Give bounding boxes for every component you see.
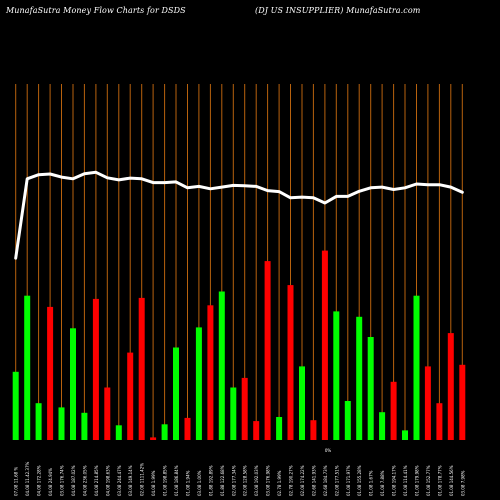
x-tick-label: 02.08 1111.42% xyxy=(140,463,145,496)
buy-bar xyxy=(230,387,237,440)
x-axis-unit-label: 0% xyxy=(325,448,332,453)
buy-bar xyxy=(161,424,168,440)
sell-bar xyxy=(424,366,431,440)
buy-bar xyxy=(218,291,225,440)
x-tick-label: 04.08 172.28% xyxy=(37,465,42,496)
money-flow-line xyxy=(14,170,464,260)
buy-bar xyxy=(173,347,179,440)
buy-bar xyxy=(413,295,420,440)
x-tick-label: 02.68 184.73% xyxy=(323,465,328,496)
x-tick-label: 03.08 1.00% xyxy=(197,470,202,496)
x-tick-label: 01.08 114.41% xyxy=(403,465,408,496)
x-tick-label: 01.08 186.84% xyxy=(174,465,179,496)
buy-bar xyxy=(367,337,374,440)
sell-bar xyxy=(184,417,191,440)
x-tick-label: 01.08 171.97% xyxy=(346,465,351,496)
x-tick-label: 04.08 214.85% xyxy=(94,465,99,496)
buy-bar xyxy=(24,295,31,440)
buy-bar xyxy=(58,407,65,440)
x-tick-label: 01.08 1.67% xyxy=(369,470,374,496)
buy-bar xyxy=(276,417,283,440)
x-tick-label: 02.08 177.51% xyxy=(334,465,339,496)
x-tick-label: 01.08 1.94% xyxy=(186,470,191,496)
sell-bar xyxy=(287,285,294,440)
x-tick-label: 01.08 179.98% xyxy=(415,465,420,496)
buy-bar xyxy=(299,366,305,440)
sell-bar xyxy=(92,298,99,440)
x-tick-label: 04.08 11.42.37% xyxy=(25,461,30,496)
sell-bar xyxy=(104,387,111,440)
x-tick-label: 01.08 155.28% xyxy=(357,465,362,496)
buy-bar xyxy=(70,328,76,440)
x-tick-label: 01.88 122.68% xyxy=(220,465,225,496)
sell-bar xyxy=(207,305,214,440)
buy-bar xyxy=(402,430,408,440)
sell-bar xyxy=(47,306,54,440)
sell-bar xyxy=(264,261,271,440)
buy-bar xyxy=(356,316,363,440)
x-tick-label: 02.78 1.99% xyxy=(277,470,282,496)
buy-bar xyxy=(333,311,340,440)
x-tick-label: 04.08 24.94% xyxy=(48,468,53,496)
x-tick-label: 04.08 1.99% xyxy=(151,470,156,496)
x-tick-label: 01.08 198.85% xyxy=(163,465,168,496)
x-tick-label: 03.08 192.03% xyxy=(254,465,259,496)
x-tick-label: 01.08 7.88% xyxy=(380,470,385,496)
buy-bar xyxy=(115,425,122,440)
x-tick-label: 02.08 128.58% xyxy=(243,465,248,496)
x-tick-label: 02.68 141.93% xyxy=(311,465,316,496)
x-tick-label: 01.08 194.17% xyxy=(392,465,397,496)
x-tick-label: 04.08 187.02% xyxy=(71,465,76,496)
buy-bar xyxy=(12,371,19,440)
sell-bar xyxy=(127,352,134,440)
sell-bar xyxy=(310,420,317,440)
sell-bar xyxy=(253,421,260,440)
x-tick-label: 01.88 192.89% xyxy=(208,465,213,496)
x-tick-label: 04.08 198.63% xyxy=(105,465,110,496)
sell-bar xyxy=(447,333,454,440)
x-tick-label: 02.08 177.34% xyxy=(231,465,236,496)
buy-bar xyxy=(195,327,202,440)
x-tick-label: 03.08 176.98% xyxy=(266,465,271,496)
x-tick-labels: 07.08 11.68 % 04.08 11.42.37% 04.08 172.28… xyxy=(14,461,466,496)
buy-bar xyxy=(35,403,42,440)
sell-bar xyxy=(138,297,145,440)
buy-bar xyxy=(344,401,351,440)
x-tick-label: 03.08 244.47% xyxy=(117,465,122,496)
x-tick-label: 01.08 144.56% xyxy=(449,465,454,496)
sell-bar xyxy=(321,250,328,440)
x-tick-label: 03.08 149.14% xyxy=(128,465,133,496)
buy-bar xyxy=(379,412,386,440)
x-tick-label: 04.08 236.05% xyxy=(82,465,87,496)
x-tick-label: 03.08 7.98% xyxy=(460,470,465,496)
x-tick-label: 02.78 190.27% xyxy=(289,465,294,496)
chart-title-right: (DJ US INSUPPLIER) MunafaSutra.com xyxy=(255,6,421,15)
sell-bar xyxy=(436,403,443,440)
chart-title-left: MunafaSutra Money Flow Charts for DSDS xyxy=(6,6,186,15)
x-tick-label: 03.08 176.74% xyxy=(60,465,65,496)
x-tick-label: 01.08 152.77% xyxy=(426,465,431,496)
x-tick-label: 02.08 174.22% xyxy=(300,465,305,496)
sell-bar xyxy=(241,377,248,440)
sell-bar xyxy=(459,364,466,440)
x-tick-label: 01.08 178.77% xyxy=(437,465,442,496)
bar-series xyxy=(12,250,466,440)
sell-bar xyxy=(390,381,397,440)
x-tick-label: 07.08 11.68 % xyxy=(14,467,19,496)
sell-bar xyxy=(150,437,157,440)
buy-bar xyxy=(81,412,88,440)
